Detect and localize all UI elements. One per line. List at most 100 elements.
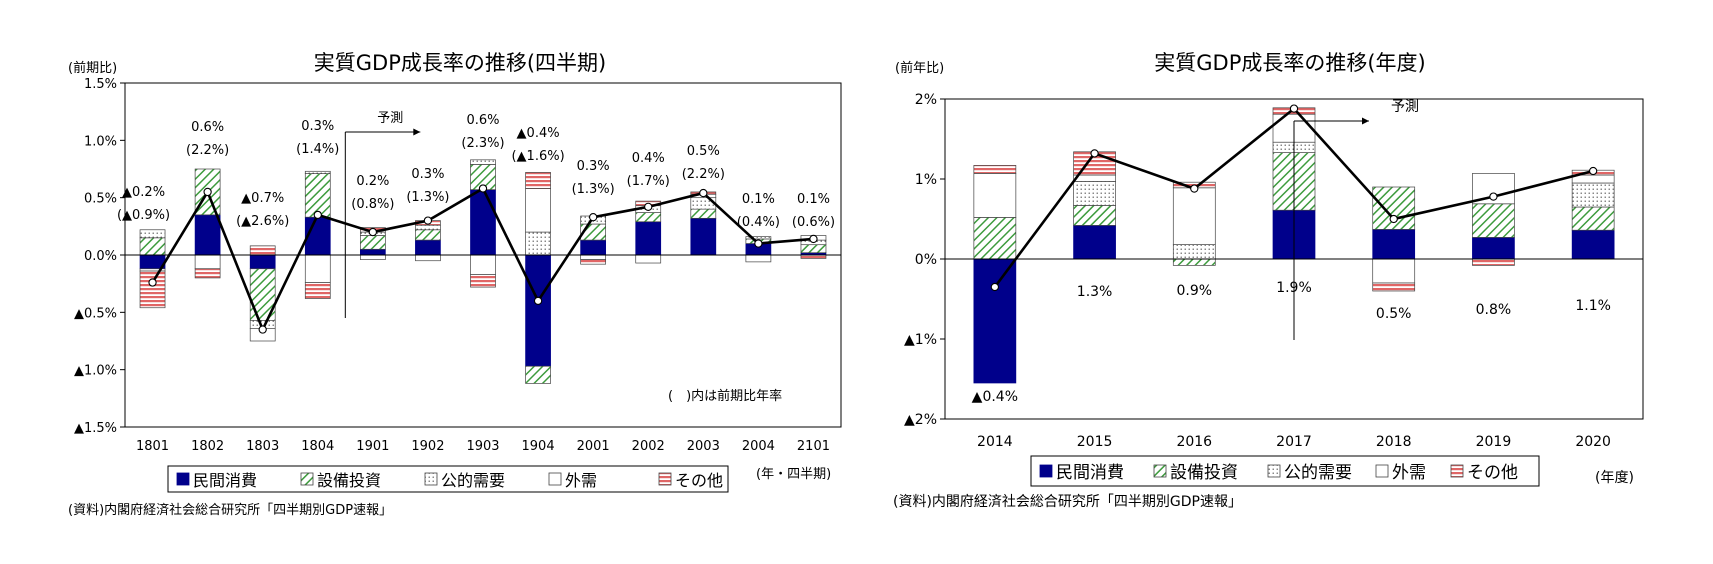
y-tick-label: 0.0% [84,249,117,264]
bar-net-exports [359,254,386,260]
bar-consumption [415,239,441,256]
bar-net-exports [635,254,662,264]
data-label: (▲2.6%) [236,214,289,229]
bar-public-demand [1571,182,1615,208]
x-tick-label: 1903 [466,439,499,454]
bar-investment [635,212,662,223]
gdp-point [368,227,377,237]
y-tick-label: 0.5% [84,192,117,207]
chart-title: 実質GDP成長率の推移(年度) [1154,51,1426,75]
bar-other [470,274,496,288]
bar-consumption [249,254,276,270]
y-tick-label: ▲2% [904,412,937,428]
data-label: (2.2%) [682,167,725,182]
x-tick-label: 1904 [522,439,555,454]
x-tick-label: 2014 [977,434,1013,450]
legend-label-public-demand: 公的需要 [1284,463,1352,483]
bar-investment [1073,205,1116,226]
bar-consumption [973,258,1017,384]
gdp-point [533,296,543,306]
bar-public-demand [1073,181,1116,206]
legend-label-consumption: 民間消費 [1056,463,1124,483]
bar-consumption [690,217,717,256]
legend-label-investment: 設備投資 [317,471,381,490]
legend-swatch-other [658,472,672,486]
y-tick-label: 1.5% [84,77,117,92]
data-label: 1.9% [1276,280,1312,296]
bar-other [194,268,221,279]
data-label: 1.1% [1575,298,1611,314]
data-label: 0.3% [411,167,444,182]
x-tick-label: 1801 [136,439,169,454]
data-label: ▲0.7% [241,191,284,206]
y-tick-label: 1.0% [84,134,117,149]
legend-frame [167,465,729,493]
bar-net-exports [580,254,607,260]
gdp-point [990,282,1000,292]
bar-investment [1172,258,1216,266]
data-label: 1.3% [1077,284,1113,300]
legend: 民間消費 設備投資 公的需要 外需 その他 [167,465,729,493]
legend-label-other: その他 [1467,463,1518,483]
data-label: 0.5% [1376,306,1412,322]
bar-investment [304,173,331,218]
data-label: 0.1% [797,192,830,207]
bar-public-demand [1172,244,1216,260]
x-tick-label: 2020 [1575,434,1611,450]
x-tick-label: 2018 [1376,434,1412,450]
data-label: 0.5% [687,144,720,159]
data-label: (▲1.6%) [511,149,564,164]
x-tick-label: 1802 [191,439,224,454]
data-label: 0.6% [466,113,499,128]
bar-investment [800,244,827,254]
bar-public-demand [525,231,551,256]
bar-net-exports [1372,258,1416,284]
gdp-point [589,213,598,222]
gdp-point [1489,192,1498,201]
gdp-point [1289,104,1299,113]
bar-net-exports [470,254,496,275]
gdp-point [644,202,653,211]
bar-net-exports [415,254,441,262]
legend-swatch-net-exports [1375,464,1389,478]
data-label: 0.9% [1176,283,1212,299]
bar-consumption [470,189,496,256]
x-tick-label: 2017 [1276,434,1312,450]
x-axis: 1801 1802 1803 1804 1901 1902 1903 1904 2001 2002… [136,439,830,454]
y-tick-label: 1% [915,172,937,188]
data-label: (0.8%) [351,197,394,212]
x-tick-label: 1902 [411,439,444,454]
bar-consumption [580,239,607,256]
data-label: 0.3% [577,159,610,174]
x-tick-label: 1804 [301,439,334,454]
data-label: (1.7%) [627,174,670,189]
bar-other [800,254,827,259]
legend-swatch-net-exports [548,472,562,486]
bar-other [139,270,166,309]
bar-net-exports [194,254,221,270]
x-tick-label: 2004 [742,439,775,454]
bar-net-exports [1172,187,1216,245]
legend-swatch-consumption [1039,464,1053,478]
x-tick-label: 1803 [246,439,279,454]
legend-swatch-other [1450,464,1464,478]
y-axis-unit-label: (前年比) [895,60,944,76]
data-label: (1.3%) [406,190,449,205]
forecast-marker: 予測 [344,111,421,318]
x-axis-unit-label: (年度) [1595,470,1634,486]
gdp-point [313,210,322,220]
bar-consumption [194,214,221,256]
bar-net-exports [1073,174,1116,182]
y-tick-label: ▲1.0% [74,364,117,379]
legend: 民間消費 設備投資 公的需要 外需 その他 [1030,455,1540,487]
gdp-point [699,188,708,198]
bar-other [1472,258,1515,266]
legend-label-consumption: 民間消費 [193,471,257,490]
chart-annual: 実質GDP成長率の推移(年度) (前年比) ▲2% ▲1% 0% 1% 2% 予測 ▲0… [893,51,1644,510]
gdp-point [203,187,212,197]
bar-other [525,172,551,189]
data-label: ▲0.4% [517,126,560,141]
gdp-point [1389,214,1398,224]
bar-investment [139,237,166,256]
bar-investment [359,235,386,250]
